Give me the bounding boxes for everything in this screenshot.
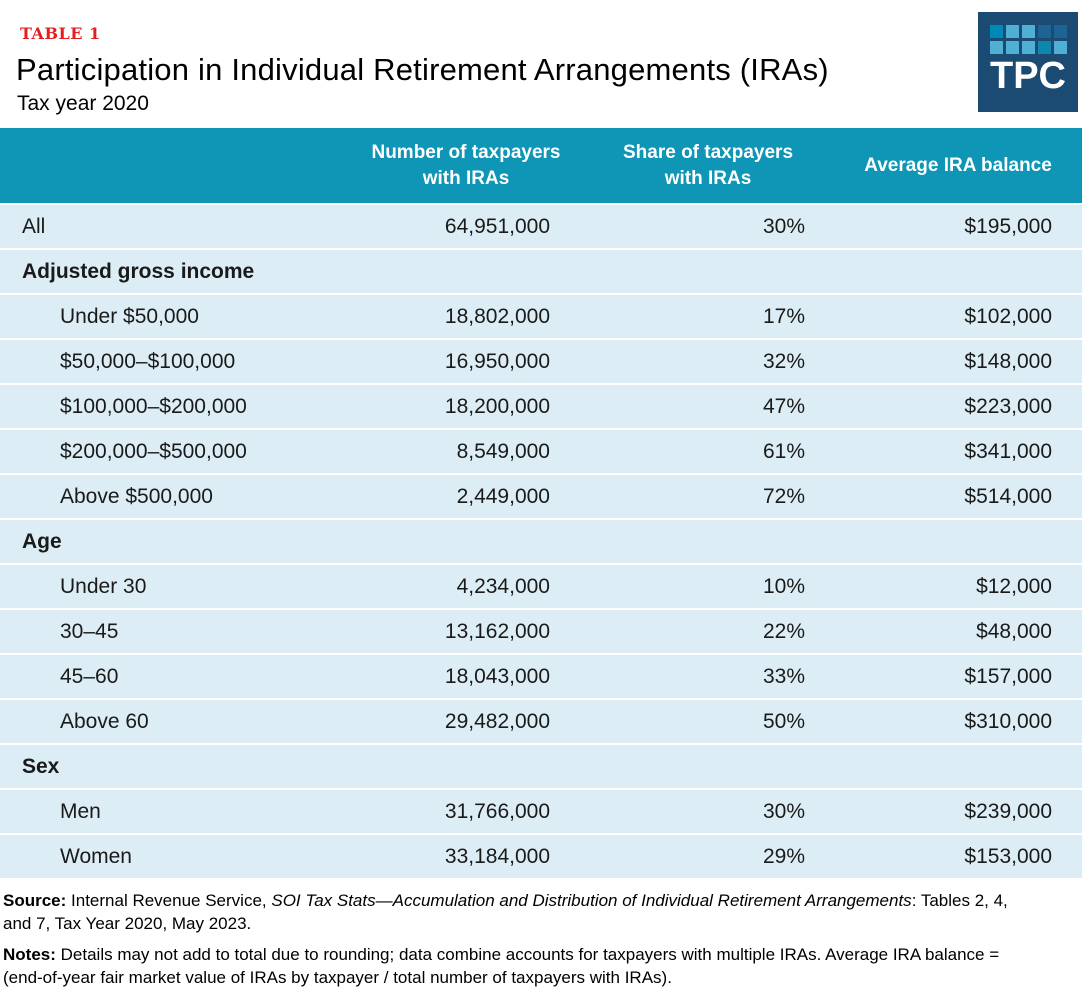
table-row: Above 60 29,482,000 50% $310,000 bbox=[0, 700, 1082, 743]
logo-square-icon bbox=[1021, 41, 1035, 54]
section-header-row: Adjusted gross income bbox=[0, 250, 1082, 293]
value-cell: 10% bbox=[762, 574, 805, 598]
value-cell: $310,000 bbox=[964, 709, 1052, 733]
table-row: $50,000–$100,000 16,950,000 32% $148,000 bbox=[0, 340, 1082, 383]
value-cell: 17% bbox=[762, 304, 805, 328]
table-row: Men 31,766,000 30% $239,000 bbox=[0, 790, 1082, 833]
table-header-row: Number of taxpayers with IRAs Share of t… bbox=[0, 128, 1082, 203]
table-row: Women 33,184,000 29% $153,000 bbox=[0, 835, 1082, 878]
value-cell: 72% bbox=[762, 484, 805, 508]
logo-square-icon bbox=[1005, 41, 1019, 54]
page-title: Participation in Individual Retirement A… bbox=[16, 52, 829, 87]
value-cell: 29,482,000 bbox=[444, 709, 550, 733]
row-label-cell: $50,000–$100,000 bbox=[60, 349, 236, 373]
value-cell: 30% bbox=[762, 214, 805, 238]
row-label-cell: Women bbox=[60, 844, 132, 868]
value-cell: 29% bbox=[762, 844, 805, 868]
source-note: Source: Internal Revenue Service, SOI Ta… bbox=[3, 891, 1008, 933]
value-cell: 61% bbox=[762, 439, 805, 463]
column-header-number-of-taxpayers: Number of taxpayers with IRAs bbox=[371, 141, 561, 189]
row-label-cell: Men bbox=[60, 799, 101, 823]
table-row: All 64,951,000 30% $195,000 bbox=[0, 205, 1082, 248]
notes-note: Notes: Details may not add to total due … bbox=[3, 945, 1000, 987]
value-cell: 4,234,000 bbox=[456, 574, 550, 598]
logo-square-icon bbox=[1037, 41, 1051, 54]
row-label-cell: Age bbox=[22, 529, 62, 553]
table-body: All 64,951,000 30% $195,000 Adjusted gross i… bbox=[0, 205, 1082, 878]
value-cell: $153,000 bbox=[964, 844, 1052, 868]
value-cell: 33,184,000 bbox=[444, 844, 550, 868]
row-label-cell: Under $50,000 bbox=[60, 304, 199, 328]
value-cell: 18,200,000 bbox=[444, 394, 550, 418]
value-cell: 33% bbox=[762, 664, 805, 688]
logo-square-icon bbox=[989, 41, 1003, 54]
value-cell: $12,000 bbox=[976, 574, 1052, 598]
logo-square-icon bbox=[989, 25, 1003, 38]
row-label-cell: All bbox=[22, 214, 46, 238]
table-row: Above $500,000 2,449,000 72% $514,000 bbox=[0, 475, 1082, 518]
value-cell: $514,000 bbox=[964, 484, 1052, 508]
row-label-cell: Above $500,000 bbox=[60, 484, 213, 508]
notes-label: Notes: bbox=[3, 945, 56, 965]
tpc-logo-squares-icon bbox=[989, 25, 1067, 54]
row-label-cell: $100,000–$200,000 bbox=[60, 394, 247, 418]
value-cell: $157,000 bbox=[964, 664, 1052, 688]
source-publication-title: SOI Tax Stats—Accumulation and Distribut… bbox=[271, 891, 912, 910]
row-label-cell: Sex bbox=[22, 754, 60, 778]
table-row: 30–45 13,162,000 22% $48,000 bbox=[0, 610, 1082, 653]
value-cell: 8,549,000 bbox=[456, 439, 550, 463]
value-cell: 64,951,000 bbox=[444, 214, 550, 238]
value-cell: $48,000 bbox=[976, 619, 1052, 643]
value-cell: 31,766,000 bbox=[444, 799, 550, 823]
column-header-average-ira-balance: Average IRA balance bbox=[864, 154, 1052, 176]
source-label: Source: bbox=[3, 891, 67, 910]
value-cell: 13,162,000 bbox=[444, 619, 550, 643]
value-cell: 50% bbox=[762, 709, 805, 733]
logo-square-icon bbox=[1005, 25, 1019, 38]
value-cell: 18,802,000 bbox=[444, 304, 550, 328]
table-row: Under $50,000 18,802,000 17% $102,000 bbox=[0, 295, 1082, 338]
value-cell: 18,043,000 bbox=[444, 664, 550, 688]
figure-footer: Source: Internal Revenue Service, SOI Ta… bbox=[0, 890, 1082, 989]
row-label-cell: $200,000–$500,000 bbox=[60, 439, 247, 463]
table-number-label: TABLE 1 bbox=[20, 24, 101, 43]
table-row: 45–60 18,043,000 33% $157,000 bbox=[0, 655, 1082, 698]
logo-square-icon bbox=[1053, 41, 1067, 54]
value-cell: $239,000 bbox=[964, 799, 1052, 823]
table-row: Under 30 4,234,000 10% $12,000 bbox=[0, 565, 1082, 608]
tpc-logo: TPC bbox=[978, 12, 1078, 112]
table-row: $200,000–$500,000 8,549,000 61% $341,000 bbox=[0, 430, 1082, 473]
value-cell: $148,000 bbox=[964, 349, 1052, 373]
value-cell: $223,000 bbox=[964, 394, 1052, 418]
column-header-share-of-taxpayers: Share of taxpayers with IRAs bbox=[622, 141, 794, 189]
row-label-cell: Adjusted gross income bbox=[22, 259, 255, 283]
section-header-row: Sex bbox=[0, 745, 1082, 788]
value-cell: 47% bbox=[762, 394, 805, 418]
value-cell: 30% bbox=[762, 799, 805, 823]
row-label-cell: Above 60 bbox=[60, 709, 149, 733]
section-header-row: Age bbox=[0, 520, 1082, 563]
page-subtitle: Tax year 2020 bbox=[17, 92, 149, 115]
value-cell: $102,000 bbox=[964, 304, 1052, 328]
value-cell: $341,000 bbox=[964, 439, 1052, 463]
value-cell: 16,950,000 bbox=[444, 349, 550, 373]
value-cell: $195,000 bbox=[964, 214, 1052, 238]
value-cell: 2,449,000 bbox=[456, 484, 550, 508]
tpc-logo-text: TPC bbox=[990, 55, 1066, 97]
logo-square-icon bbox=[1037, 25, 1051, 38]
value-cell: 32% bbox=[762, 349, 805, 373]
table-row: $100,000–$200,000 18,200,000 47% $223,000 bbox=[0, 385, 1082, 428]
figure-header: TABLE 1 Participation in Individual Reti… bbox=[0, 0, 1082, 128]
row-label-cell: 30–45 bbox=[60, 619, 119, 643]
value-cell: 22% bbox=[762, 619, 805, 643]
row-label-cell: Under 30 bbox=[60, 574, 147, 598]
row-label-cell: 45–60 bbox=[60, 664, 119, 688]
logo-square-icon bbox=[1053, 25, 1067, 38]
logo-square-icon bbox=[1021, 25, 1035, 38]
